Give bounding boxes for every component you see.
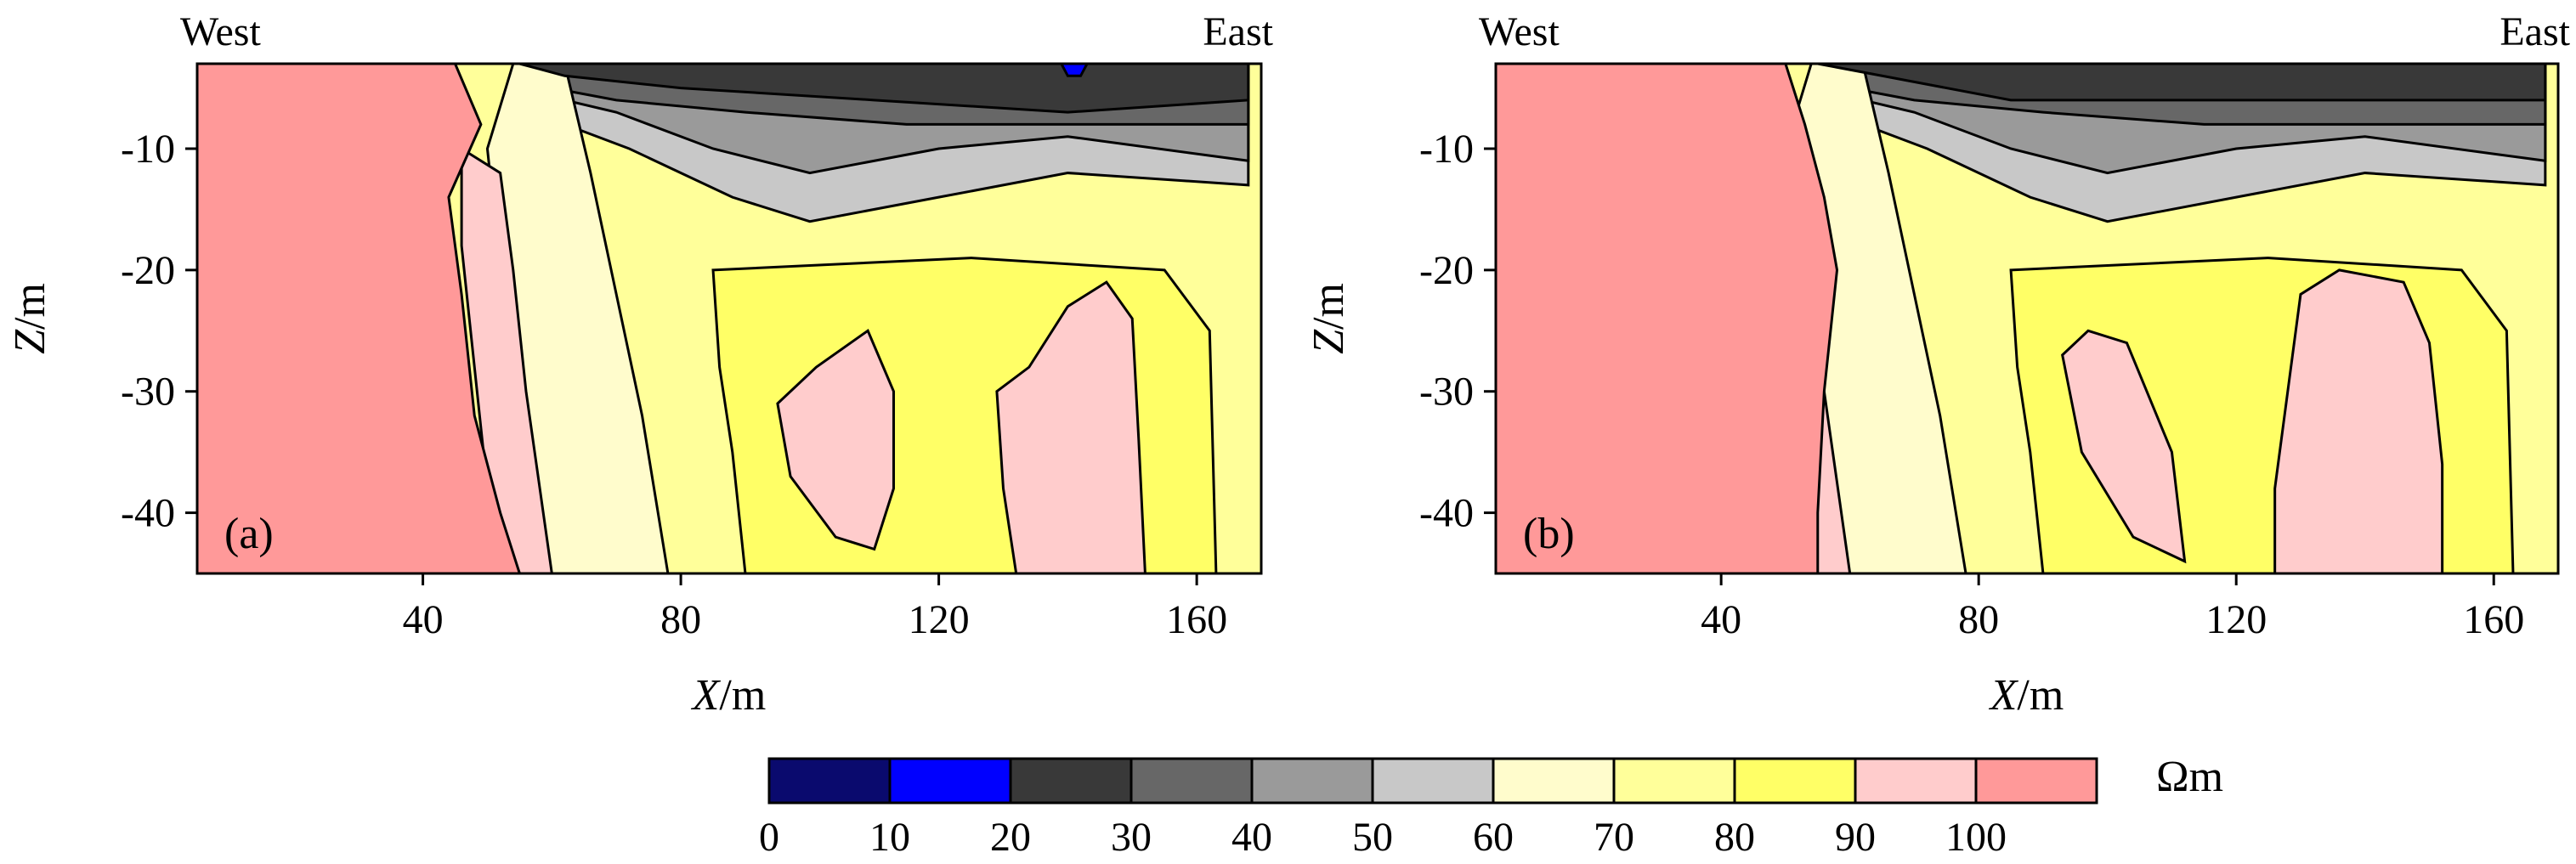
colorbar-tick-label: 50 [1352,815,1393,860]
high-resistivity-west-body [197,64,521,573]
colorbar-swatch [1009,757,1133,805]
contour-field [1496,64,2558,573]
x-tick-label: 120 [2205,597,2267,642]
colorbar-swatch [1854,757,1978,805]
x-tick-label: 160 [1166,597,1227,642]
pink-central-anomaly [2061,329,2187,564]
dark-near-surface [519,64,1250,114]
panel-label: (a) [224,510,274,558]
blue-surface-spot [1060,64,1089,77]
colorbar-swatch [1733,757,1857,805]
pink-east-anomaly [2273,268,2444,573]
dark-near-surface [1817,64,2547,102]
contour-field [197,64,1261,573]
x-tick-label: 80 [660,597,701,642]
direction-label-east: East [1203,9,1273,54]
pink-east-anomaly [995,280,1146,573]
colorbar-swatch [1250,757,1374,805]
contour-panel: 40 80 120 160 -10 -20 -30 -40 X/m Z/m West East (a) [6,9,1274,720]
x-axis-label: X/m [1989,671,2064,720]
direction-label-east: East [2500,9,2570,54]
colorbar-tick-label: 70 [1594,815,1634,860]
y-tick-label: -40 [1419,491,1474,536]
y-axis-label: Z/m [1305,283,1353,354]
y-axis-label: Z/m [6,283,54,354]
direction-label-west: West [180,9,261,54]
direction-label-west: West [1479,9,1560,54]
plot-frame [1494,62,2560,575]
plot-frame [195,62,1263,575]
pink-central-anomaly [776,328,895,551]
colorbar-tick-label: 60 [1473,815,1514,860]
colorbar-swatch [1371,757,1495,805]
y-tick-label: -10 [121,127,175,172]
x-axis-label: X/m [691,671,767,720]
colorbar-swatch [888,757,1012,805]
x-tick-label: 40 [1701,597,1741,642]
colorbar-tick-label: 100 [1945,815,2007,860]
colorbar-unit: Ωm [2156,753,2223,801]
x-tick-label: 120 [909,597,970,642]
y-tick-label: -20 [1419,248,1474,293]
colorbar-swatch [1974,757,2098,805]
y-tick-label: -30 [121,370,175,415]
panel-label: (b) [1523,510,1575,558]
colorbar-swatch [1492,757,1616,805]
colorbar-tick-label: 40 [1231,815,1272,860]
colorbar-swatch [767,757,892,805]
colorbar-tick-label: 30 [1111,815,1152,860]
colorbar-swatch [1612,757,1736,805]
colorbar-tick-label: 10 [869,815,910,860]
colorbar-tick-label: 80 [1714,815,1755,860]
contour-band [460,146,553,573]
y-tick-label: -10 [1419,127,1474,172]
colorbar-tick-label: 20 [990,815,1031,860]
y-tick-label: -20 [121,248,175,293]
colorbar-swatch [1129,757,1254,805]
x-tick-label: 160 [2463,597,2524,642]
x-tick-label: 40 [403,597,444,642]
x-tick-label: 80 [1958,597,1999,642]
colorbar: 0 10 20 30 40 50 60 70 80 90 100 Ωm [759,753,2223,860]
high-resistivity-west-body [1496,64,1839,573]
y-tick-label: -40 [121,491,175,536]
colorbar-tick-label: 0 [759,815,779,860]
colorbar-tick-label: 90 [1835,815,1876,860]
y-tick-label: -30 [1419,370,1474,415]
contour-panel: 40 80 120 160 -10 -20 -30 -40 X/m Z/m West East (b) [1305,9,2571,720]
